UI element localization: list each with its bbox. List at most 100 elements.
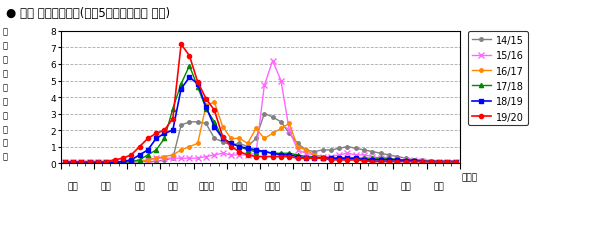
18/19 xyxy=(103,161,110,164)
16/17 xyxy=(236,137,243,140)
17/18 xyxy=(203,108,210,111)
19/20 xyxy=(211,109,218,112)
14/15 xyxy=(344,146,351,148)
18/19 xyxy=(203,106,210,109)
14/15 xyxy=(236,142,243,145)
19/20 xyxy=(344,159,351,162)
18/19 xyxy=(336,157,343,160)
14/15 xyxy=(361,149,368,152)
17/18 xyxy=(394,159,401,162)
16/17 xyxy=(128,160,135,163)
Text: ４月: ４月 xyxy=(401,182,411,190)
19/20 xyxy=(327,159,335,162)
16/17 xyxy=(70,161,77,164)
16/17 xyxy=(94,161,102,164)
17/18 xyxy=(419,160,426,162)
17/18 xyxy=(427,160,434,163)
16/17 xyxy=(111,161,118,164)
17/18 xyxy=(219,137,226,140)
16/17 xyxy=(436,161,443,164)
17/18 xyxy=(261,151,268,153)
18/19 xyxy=(61,161,68,164)
17/18 xyxy=(452,160,459,163)
17/18 xyxy=(61,161,68,164)
17/18 xyxy=(144,154,151,157)
17/18 xyxy=(77,161,85,164)
14/15 xyxy=(277,121,284,124)
19/20 xyxy=(261,155,268,158)
16/17 xyxy=(302,149,310,152)
Text: り: り xyxy=(3,83,8,92)
17/18 xyxy=(111,161,118,164)
Text: ７月: ７月 xyxy=(101,182,112,190)
19/20 xyxy=(286,155,293,158)
18/19 xyxy=(410,160,417,162)
14/15 xyxy=(327,149,335,152)
14/15 xyxy=(294,142,301,145)
18/19 xyxy=(136,154,143,157)
Text: 者: 者 xyxy=(3,111,8,119)
16/17 xyxy=(319,155,326,158)
17/18 xyxy=(128,160,135,163)
17/18 xyxy=(94,161,102,164)
15/16 xyxy=(310,154,318,157)
16/17 xyxy=(194,142,201,145)
14/15 xyxy=(261,113,268,115)
14/15 xyxy=(302,149,310,152)
15/16 xyxy=(186,157,193,160)
Text: 報: 報 xyxy=(3,124,8,133)
18/19 xyxy=(310,157,318,160)
16/17 xyxy=(219,126,226,128)
15/16 xyxy=(219,152,226,155)
14/15 xyxy=(161,159,168,162)
19/20 xyxy=(252,155,260,158)
14/15 xyxy=(369,151,376,153)
14/15 xyxy=(310,151,318,153)
Line: 17/18: 17/18 xyxy=(62,64,458,165)
19/20 xyxy=(103,160,110,163)
14/15 xyxy=(203,123,210,125)
19/20 xyxy=(427,160,434,163)
Text: 患: 患 xyxy=(3,97,8,106)
Line: 14/15: 14/15 xyxy=(63,112,457,164)
16/17 xyxy=(136,160,143,163)
14/15 xyxy=(186,121,193,124)
Legend: 14/15, 15/16, 16/17, 17/18, 18/19, 19/20: 14/15, 15/16, 16/17, 17/18, 18/19, 19/20 xyxy=(468,32,528,126)
17/18 xyxy=(319,157,326,160)
14/15 xyxy=(443,160,451,163)
Text: 定: 定 xyxy=(3,27,8,36)
14/15 xyxy=(152,160,160,163)
16/17 xyxy=(344,159,351,162)
17/18 xyxy=(302,155,310,158)
18/19 xyxy=(252,149,260,152)
18/19 xyxy=(327,157,335,160)
16/17 xyxy=(361,160,368,162)
18/19 xyxy=(128,159,135,162)
16/17 xyxy=(294,146,301,148)
Text: ● 県内 週別発生動向(過去5シーズンとの 比較): ● 県内 週別発生動向(過去5シーズンとの 比較) xyxy=(6,7,170,20)
19/20 xyxy=(385,160,393,163)
19/20 xyxy=(310,157,318,160)
14/15 xyxy=(169,157,177,160)
19/20 xyxy=(119,157,126,160)
15/16 xyxy=(252,152,260,155)
15/16 xyxy=(436,160,443,163)
19/20 xyxy=(294,157,301,160)
16/17 xyxy=(161,155,168,158)
Line: 18/19: 18/19 xyxy=(63,76,457,164)
16/17 xyxy=(410,160,417,163)
19/20 xyxy=(177,44,185,46)
18/19 xyxy=(211,126,218,128)
Text: た: た xyxy=(3,69,8,78)
16/17 xyxy=(369,160,376,163)
16/17 xyxy=(252,128,260,130)
18/19 xyxy=(402,160,410,162)
15/16 xyxy=(277,80,284,83)
15/16 xyxy=(377,157,384,160)
15/16 xyxy=(61,161,68,164)
19/20 xyxy=(277,155,284,158)
16/17 xyxy=(211,101,218,104)
15/16 xyxy=(419,160,426,162)
18/19 xyxy=(70,161,77,164)
18/19 xyxy=(269,152,276,155)
